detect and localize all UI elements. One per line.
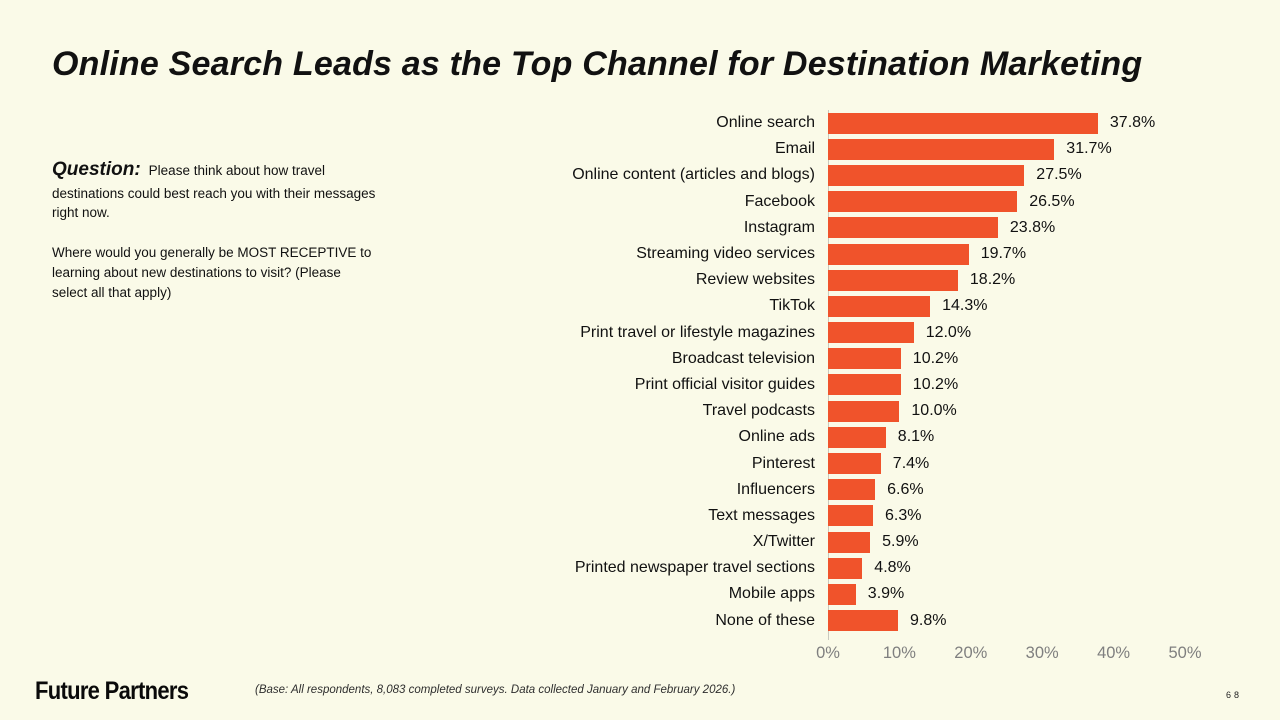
bar-category-label: None of these — [715, 611, 815, 629]
bar-value-label: 10.0% — [911, 402, 957, 420]
bar-row: Review websites 18.2% — [425, 267, 1245, 293]
bar-category-label: Instagram — [743, 218, 815, 236]
bar — [828, 400, 900, 422]
bar — [828, 217, 998, 239]
bar-row: Travel podcasts 10.0% — [425, 398, 1245, 424]
bar — [828, 243, 969, 265]
bar — [828, 453, 881, 475]
x-axis-tick-label: 50% — [1168, 644, 1202, 662]
bar — [828, 348, 901, 370]
bar-row: Print travel or lifestyle magazines 12.0% — [425, 320, 1245, 346]
bar — [828, 505, 873, 527]
bar — [828, 426, 886, 448]
bar-category-label: Facebook — [744, 192, 815, 210]
bar-row: Online content (articles and blogs) 27.5% — [425, 162, 1245, 188]
bar-category-label: Online ads — [738, 428, 816, 446]
bar-value-label: 27.5% — [1036, 166, 1082, 184]
bar-category-label: Print official visitor guides — [634, 375, 815, 393]
bar — [828, 479, 876, 501]
bar-value-label: 18.2% — [969, 271, 1016, 289]
bar-value-label: 10.2% — [912, 349, 959, 367]
bar-chart: Online search 37.8% Email 31.7% Online conte… — [425, 110, 1245, 670]
bar-value-label: 8.1% — [897, 428, 935, 446]
bar-value-label: 10.2% — [912, 375, 959, 393]
bar-value-label: 19.7% — [980, 245, 1027, 263]
bar-row: Online search 37.8% — [425, 110, 1245, 136]
question-paragraph-2: Where would you generally be MOST RECEPT… — [52, 245, 372, 300]
bar-value-label: 26.5% — [1029, 192, 1075, 210]
bar-category-label: X/Twitter — [752, 533, 815, 551]
bar-row: Broadcast television 10.2% — [425, 346, 1245, 372]
bar-value-label: 6.3% — [885, 506, 922, 524]
bar-value-label: 31.7% — [1066, 140, 1112, 158]
x-axis-tick-label: 10% — [882, 644, 916, 662]
bar-row: Printed newspaper travel sections 4.8% — [425, 555, 1245, 581]
bar-row: Email 31.7% — [425, 136, 1245, 162]
x-axis: 0% 10% 20% 30% 40% 50% — [425, 644, 1245, 666]
bar-value-label: 4.8% — [874, 559, 911, 577]
bar — [828, 138, 1055, 160]
bar — [828, 374, 901, 396]
bar-row: Facebook 26.5% — [425, 189, 1245, 215]
bar-rows: Online search 37.8% Email 31.7% Online conte… — [425, 110, 1245, 634]
question-text-1: Please think about how travel destinatio… — [52, 163, 376, 221]
question-paragraph-1: Question: Please think about how travel d… — [52, 156, 377, 223]
bar-row: Pinterest 7.4% — [425, 450, 1245, 476]
x-axis-tick-label: 30% — [1025, 644, 1059, 662]
bar-category-label: Pinterest — [751, 454, 815, 472]
bar-value-label: 14.3% — [942, 297, 988, 315]
x-axis-tick-label: 0% — [816, 644, 840, 662]
bar — [828, 557, 863, 579]
bar — [828, 531, 871, 553]
base-note: (Base: All respondents, 8,083 completed … — [255, 684, 736, 696]
bar-row: Online ads 8.1% — [425, 424, 1245, 450]
bar-value-label: 6.6% — [887, 480, 924, 498]
bar — [828, 322, 914, 344]
page-title: Online Search Leads as the Top Channel f… — [52, 45, 1143, 83]
bar — [828, 164, 1025, 186]
x-axis-tick-label: 20% — [954, 644, 988, 662]
question-label: Question: — [52, 159, 141, 180]
bar-value-label: 37.8% — [1109, 114, 1156, 132]
bar-category-label: Travel podcasts — [702, 402, 815, 420]
bar-category-label: Email — [774, 140, 815, 158]
bar-row: Streaming video services 19.7% — [425, 241, 1245, 267]
bar-category-label: Online search — [716, 114, 815, 132]
bar-value-label: 7.4% — [892, 454, 930, 472]
bar-value-label: 3.9% — [867, 585, 905, 603]
bar-value-label: 5.9% — [882, 533, 919, 551]
bar — [828, 583, 856, 605]
bar-row: Influencers 6.6% — [425, 477, 1245, 503]
bar-value-label: 9.8% — [910, 611, 947, 629]
bar — [828, 112, 1098, 134]
bar — [828, 610, 898, 632]
bar — [828, 269, 958, 291]
bar-row: Print official visitor guides 10.2% — [425, 372, 1245, 398]
bar — [828, 295, 931, 317]
bar-row: None of these 9.8% — [425, 608, 1245, 634]
bar-category-label: Broadcast television — [671, 349, 815, 367]
bar-category-label: Online content (articles and blogs) — [572, 166, 815, 184]
bar-category-label: Print travel or lifestyle magazines — [580, 323, 815, 341]
bar-row: X/Twitter 5.9% — [425, 529, 1245, 555]
x-axis-tick-label: 40% — [1097, 644, 1131, 662]
bar-value-label: 23.8% — [1009, 218, 1056, 236]
bar-category-label: Influencers — [736, 480, 815, 498]
question-block: Question: Please think about how travel d… — [52, 156, 377, 302]
bar-category-label: TikTok — [769, 297, 815, 315]
bar-value-label: 12.0% — [925, 323, 972, 341]
bar-category-label: Review websites — [695, 271, 815, 289]
bar-row: Instagram 23.8% — [425, 215, 1245, 241]
company-logo: Future Partners — [35, 677, 189, 705]
bar-category-label: Mobile apps — [728, 585, 815, 603]
bar — [828, 191, 1018, 213]
bar-row: TikTok 14.3% — [425, 293, 1245, 319]
bar-row: Mobile apps 3.9% — [425, 581, 1245, 607]
page-number: 68 — [1225, 690, 1242, 700]
bar-category-label: Text messages — [708, 506, 815, 524]
bar-category-label: Printed newspaper travel sections — [574, 559, 815, 577]
bar-row: Text messages 6.3% — [425, 503, 1245, 529]
bar-category-label: Streaming video services — [636, 245, 815, 263]
